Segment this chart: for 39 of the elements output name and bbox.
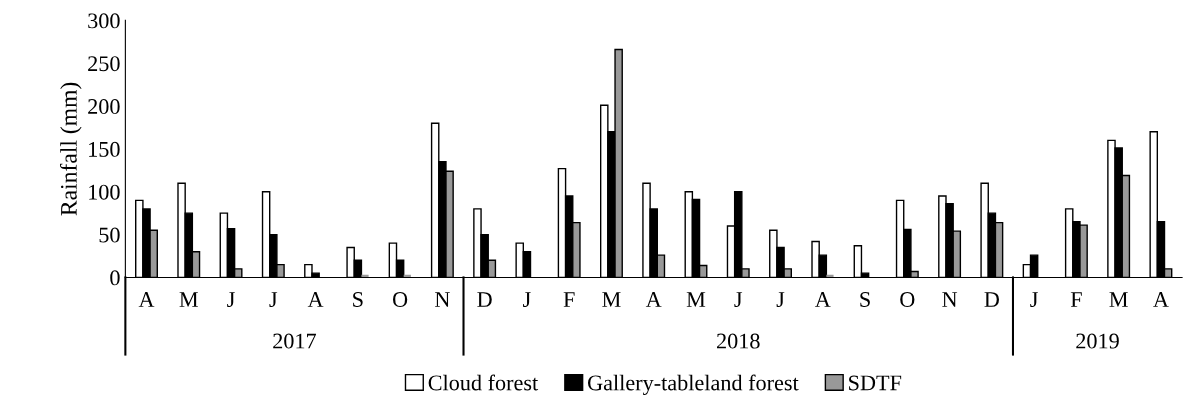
x-tick-label: F [1070, 292, 1082, 307]
x-tick-label: A [645, 292, 662, 307]
x-tick-label: N [434, 292, 450, 307]
y-tick-label: 50 [99, 227, 120, 243]
x-tick-label: D [984, 292, 999, 307]
y-axis-title: Rainfall (mm) [59, 82, 82, 216]
y-tick-label: 200 [88, 99, 120, 115]
x-tick-label: F [563, 292, 575, 307]
x-tick-label: O [393, 292, 408, 307]
text: 2017 [273, 333, 317, 349]
x-tick-label: J [523, 292, 531, 307]
x-tick-label: M [179, 292, 198, 307]
legend-label: SDTF [849, 375, 902, 391]
x-tick-label: A [1153, 292, 1169, 307]
x-tick-label: M [686, 292, 706, 307]
x-tick-label: A [814, 292, 831, 307]
y-tick-label: 150 [89, 141, 120, 157]
x-tick-label: D [477, 292, 492, 307]
x-tick-label: J [227, 292, 235, 307]
legend-label: Gallery-tableland forest [587, 374, 799, 395]
x-tick-label: A [138, 292, 155, 307]
x-tick-label: M [1109, 292, 1128, 307]
x-tick-label: J [776, 292, 785, 307]
x-tick-label: S [353, 292, 363, 307]
text: 2019 [1076, 333, 1119, 349]
text: 2018 [717, 333, 760, 349]
x-tick-label: S [860, 292, 870, 307]
legend-label: Cloud forest [428, 374, 539, 391]
y-tick-label: 250 [88, 56, 120, 72]
y-tick-label: 0 [110, 270, 120, 286]
x-tick-label: J [269, 292, 278, 307]
x-tick-label: N [942, 292, 958, 307]
y-tick-label: 100 [89, 184, 120, 200]
x-tick-label: O [900, 292, 915, 307]
x-tick-label: M [602, 292, 621, 307]
x-tick-label: J [734, 292, 743, 307]
y-tick-label: 300 [88, 13, 120, 29]
x-tick-label: J [1030, 292, 1038, 307]
x-tick-label: A [307, 292, 324, 307]
